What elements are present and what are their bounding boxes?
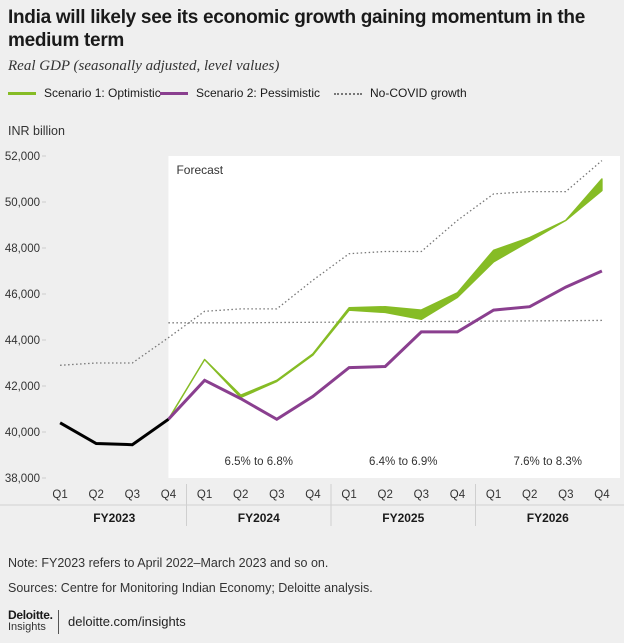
x-tick-label: Q4	[450, 489, 466, 501]
footnote: Note: FY2023 refers to April 2022–March …	[8, 556, 329, 570]
legend: Scenario 1: Optimistic Scenario 2: Pessi…	[0, 84, 624, 102]
y-tick-label: 42,000	[5, 381, 40, 393]
y-tick-label: 40,000	[5, 427, 40, 439]
forecast-label: Forecast	[176, 163, 223, 177]
x-tick-label: Q1	[341, 489, 356, 501]
footer-url-link[interactable]: deloitte.com/insights	[68, 614, 186, 629]
x-tick-label: Q2	[233, 489, 248, 501]
optimistic-band	[167, 178, 603, 421]
legend-item-optimistic: Scenario 1: Optimistic	[8, 84, 161, 102]
fy-label: FY2024	[238, 511, 280, 525]
legend-label-pessimistic: Scenario 2: Pessimistic	[196, 86, 321, 100]
growth-annotation: 7.6% to 8.3%	[514, 456, 582, 468]
brand-name: Deloitte.	[8, 608, 53, 622]
x-tick-label: Q3	[269, 489, 284, 501]
x-tick-label: Q1	[52, 489, 67, 501]
chart-subtitle: Real GDP (seasonally adjusted, level val…	[8, 58, 280, 74]
chart-title: India will likely see its economic growt…	[8, 7, 585, 51]
legend-swatch-optimistic	[8, 92, 36, 96]
y-axis-label: INR billion	[8, 124, 65, 138]
y-tick-label: 48,000	[5, 243, 40, 255]
forecast-panel	[168, 156, 620, 478]
fy-label: FY2026	[527, 511, 569, 525]
legend-label-nocovid: No-COVID growth	[370, 86, 467, 100]
x-tick-label: Q4	[161, 489, 177, 501]
y-tick-label: 52,000	[5, 151, 40, 163]
brand-sub: Insights	[8, 621, 46, 633]
y-tick-label: 44,000	[5, 335, 40, 347]
x-tick-label: Q1	[486, 489, 501, 501]
fy-label: FY2025	[382, 511, 424, 525]
x-tick-label: Q4	[305, 489, 321, 501]
x-tick-label: Q4	[594, 489, 610, 501]
pessimistic-line	[167, 269, 603, 422]
footer-divider	[58, 610, 59, 634]
x-tick-label: Q3	[558, 489, 573, 501]
fy-label: FY2023	[93, 511, 135, 525]
legend-swatch-pessimistic	[160, 92, 188, 96]
x-tick-label: Q2	[522, 489, 537, 501]
legend-item-pessimistic: Scenario 2: Pessimistic	[160, 84, 320, 102]
legend-item-nocovid: No-COVID growth	[334, 84, 467, 102]
y-tick-label: 46,000	[5, 289, 40, 301]
legend-swatch-nocovid	[334, 92, 362, 95]
deloitte-logo: Deloitte. Insights	[8, 609, 53, 633]
x-tick-label: Q3	[125, 489, 140, 501]
y-tick-label: 50,000	[5, 197, 40, 209]
x-tick-label: Q3	[414, 489, 429, 501]
growth-annotation: 6.4% to 6.9%	[369, 456, 437, 468]
legend-label-optimistic: Scenario 1: Optimistic	[44, 86, 161, 100]
x-tick-label: Q1	[197, 489, 212, 501]
nocovid-flat-line	[168, 319, 602, 324]
x-tick-label: Q2	[378, 489, 393, 501]
line-chart: Forecast 38,000 40,000 42,000 44,000 46,000 48…	[0, 151, 624, 526]
sources-note: Sources: Centre for Monitoring Indian Ec…	[8, 581, 373, 595]
growth-annotation: 6.5% to 6.8%	[225, 456, 293, 468]
y-tick-label: 38,000	[5, 473, 40, 485]
x-tick-label: Q2	[89, 489, 104, 501]
actual-line	[59, 418, 170, 447]
